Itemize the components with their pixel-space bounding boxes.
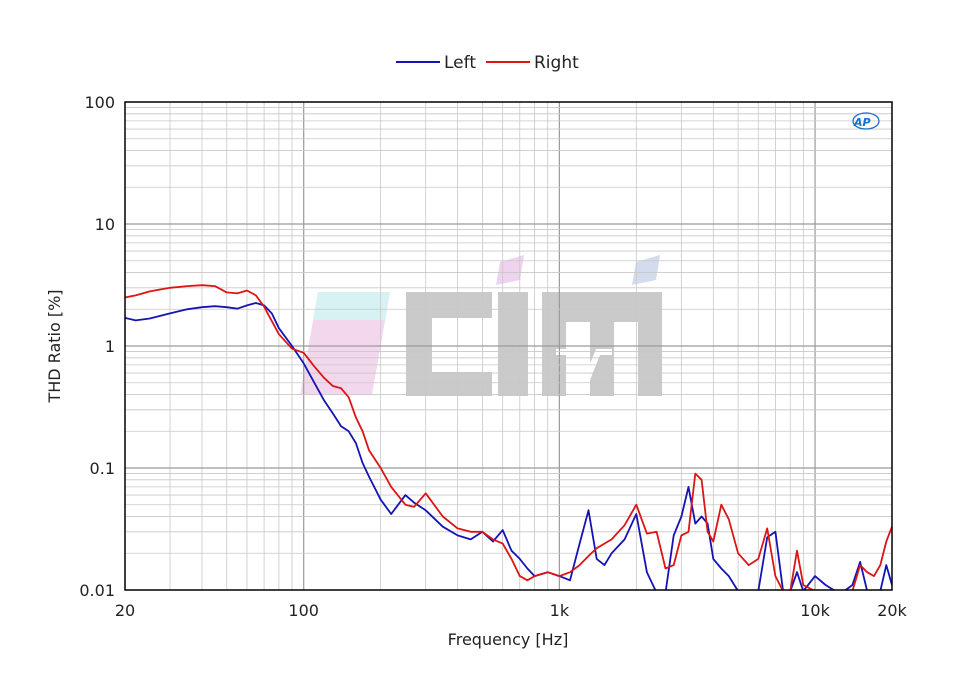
y-tick-label: 10 [95,215,115,234]
y-axis-title: THD Ratio [%] [45,289,64,403]
y-tick-label: 0.1 [90,459,115,478]
ap-logo: AP [852,112,880,130]
x-tick-label: 10k [800,601,830,620]
plot-frame [124,101,893,591]
y-tick-label: 0.01 [79,581,115,600]
legend-left-label: Left [444,53,476,73]
x-tick-label: 20 [115,601,135,620]
x-tick-label: 1k [550,601,570,620]
x-axis-title: Frequency [Hz] [448,630,569,649]
legend: Left Right [396,53,579,73]
series-layer [125,284,892,590]
x-tick-label: 20k [877,601,907,620]
legend-right-label: Right [534,53,579,73]
watermark-logo [300,255,662,396]
tick-labels: 20 100 1k 10k 20k 100 10 1 0.1 0.01 [79,93,907,620]
svg-text:AP: AP [853,116,871,129]
y-tick-label: 1 [105,337,115,356]
x-tick-label: 100 [288,601,319,620]
grid [125,102,892,590]
series-line-right [125,284,892,590]
y-tick-label: 100 [84,93,115,112]
